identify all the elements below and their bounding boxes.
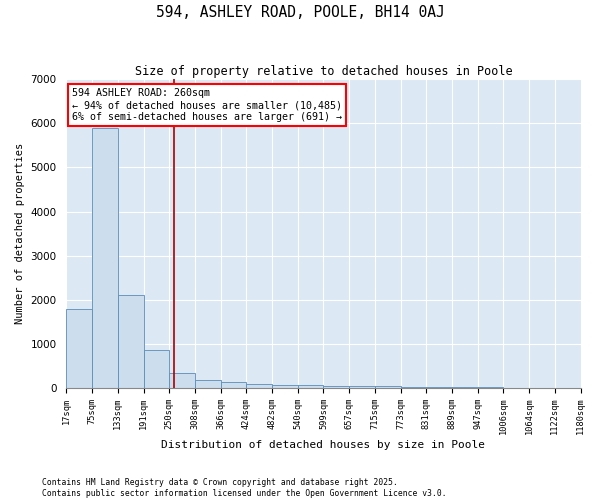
Text: 594 ASHLEY ROAD: 260sqm
← 94% of detached houses are smaller (10,485)
6% of semi: 594 ASHLEY ROAD: 260sqm ← 94% of detache… [71, 88, 341, 122]
Bar [426, 387, 452, 388]
Y-axis label: Number of detached properties: Number of detached properties [15, 143, 25, 324]
Bar [143, 350, 169, 388]
X-axis label: Distribution of detached houses by size in Poole: Distribution of detached houses by size … [161, 440, 485, 450]
Bar [169, 373, 195, 388]
Bar [195, 380, 221, 388]
Bar [272, 384, 298, 388]
Bar [118, 296, 143, 388]
Title: Size of property relative to detached houses in Poole: Size of property relative to detached ho… [134, 65, 512, 78]
Bar [221, 382, 247, 388]
Text: 594, ASHLEY ROAD, POOLE, BH14 0AJ: 594, ASHLEY ROAD, POOLE, BH14 0AJ [155, 5, 445, 20]
Text: Contains HM Land Registry data © Crown copyright and database right 2025.
Contai: Contains HM Land Registry data © Crown c… [42, 478, 446, 498]
Bar [375, 386, 401, 388]
Bar [349, 386, 375, 388]
Bar [323, 386, 349, 388]
Bar [67, 308, 92, 388]
Bar [247, 384, 272, 388]
Bar [92, 128, 118, 388]
Bar [452, 387, 478, 388]
Bar [401, 386, 426, 388]
Bar [298, 385, 323, 388]
